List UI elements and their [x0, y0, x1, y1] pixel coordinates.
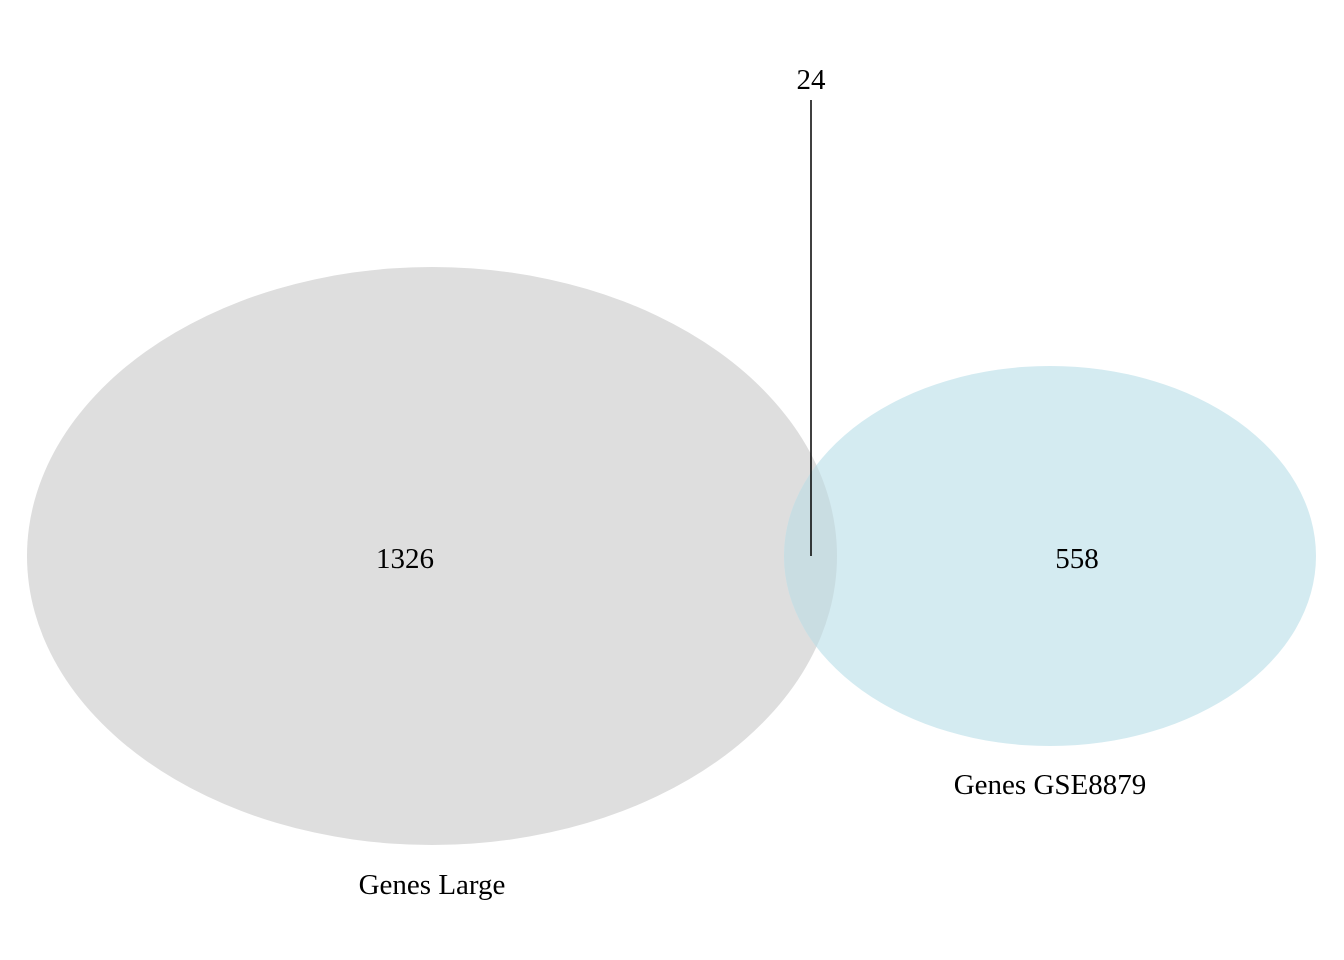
set-genes-gse8879-label: Genes GSE8879	[954, 769, 1147, 801]
set-genes-large-label: Genes Large	[359, 869, 506, 901]
set-genes-large-ellipse	[27, 267, 837, 845]
set-genes-gse8879-count: 558	[1055, 543, 1099, 575]
set-genes-large-count: 1326	[376, 543, 434, 575]
set-genes-gse8879-ellipse	[784, 366, 1316, 746]
intersection-count: 24	[797, 64, 827, 96]
